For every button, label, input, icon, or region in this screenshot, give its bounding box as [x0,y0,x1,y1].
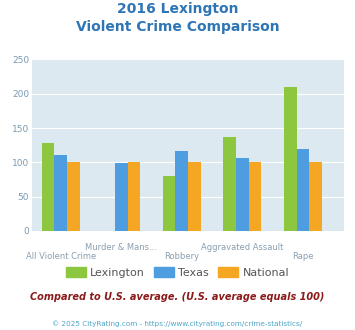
Text: Compared to U.S. average. (U.S. average equals 100): Compared to U.S. average. (U.S. average … [30,292,325,302]
Legend: Lexington, Texas, National: Lexington, Texas, National [61,263,294,282]
Bar [42,143,54,231]
Text: All Violent Crime: All Violent Crime [26,251,96,261]
Bar [115,163,127,231]
Bar [163,176,175,231]
Text: 2016 Lexington: 2016 Lexington [117,2,238,16]
Text: © 2025 CityRating.com - https://www.cityrating.com/crime-statistics/: © 2025 CityRating.com - https://www.city… [53,320,302,327]
Text: Robbery: Robbery [164,251,200,261]
Bar [284,87,296,231]
Bar [309,162,322,231]
Text: Violent Crime Comparison: Violent Crime Comparison [76,20,279,34]
Bar [67,162,80,231]
Bar [296,149,309,231]
Bar [249,162,262,231]
Bar [236,158,249,231]
Bar [188,162,201,231]
Bar [54,155,67,231]
Bar [223,137,236,231]
Bar [175,151,188,231]
Text: Aggravated Assault: Aggravated Assault [201,243,284,252]
Text: Murder & Mans...: Murder & Mans... [85,243,157,252]
Bar [127,162,140,231]
Text: Rape: Rape [292,251,314,261]
